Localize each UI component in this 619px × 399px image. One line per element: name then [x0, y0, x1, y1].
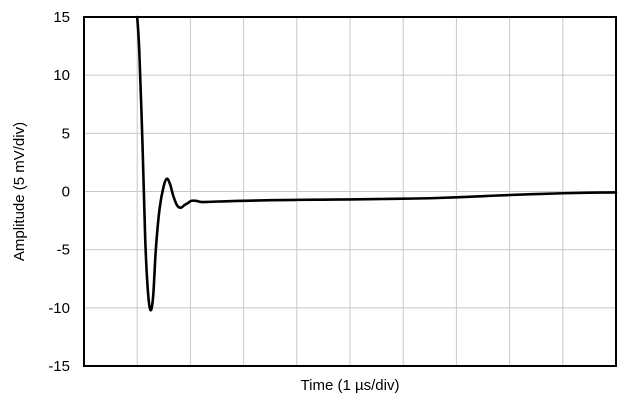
y-tick-label: 5	[62, 125, 70, 142]
y-tick-label: 0	[62, 184, 70, 201]
x-axis-label: Time (1 µs/div)	[301, 377, 400, 394]
y-tick-label: 15	[53, 9, 70, 26]
series-line	[135, 15, 618, 312]
y-tick-label: -15	[48, 358, 70, 375]
y-tick-label: -10	[48, 300, 70, 317]
grid	[84, 17, 616, 366]
y-tick-label: 10	[53, 67, 70, 84]
plot-frame	[83, 16, 617, 367]
y-tick-labels: -15 -10 -5 0 5 10 15	[48, 9, 70, 375]
y-axis-label: Amplitude (5 mV/div)	[11, 122, 28, 261]
y-tick-label: -5	[57, 242, 70, 259]
